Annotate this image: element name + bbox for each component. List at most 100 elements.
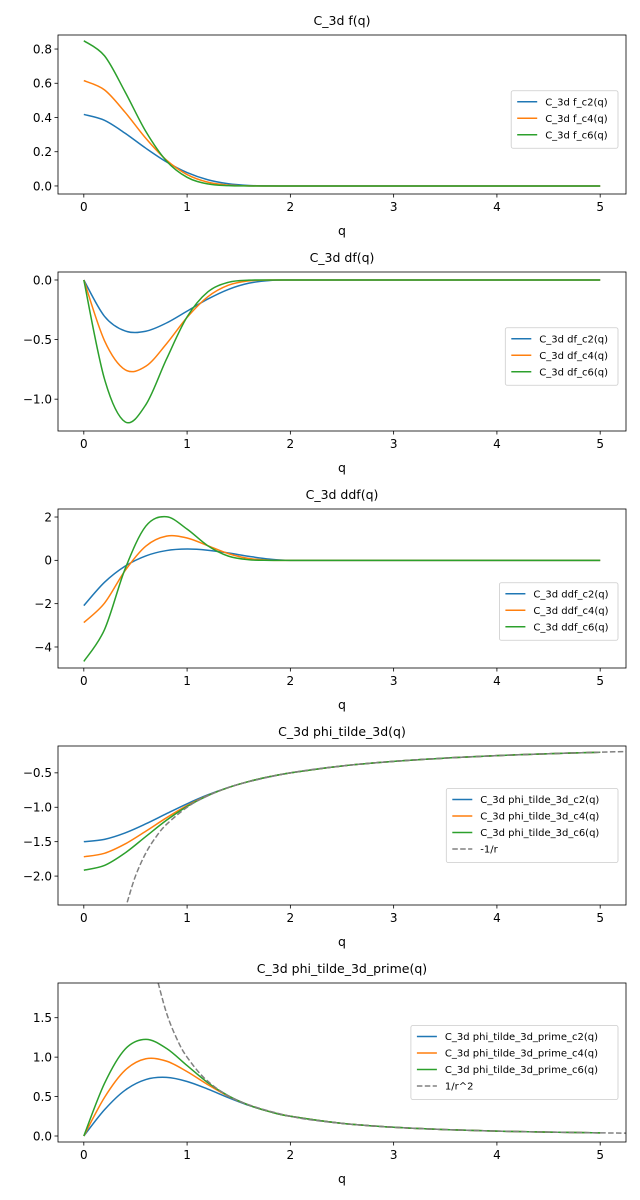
axes-frame bbox=[57, 508, 627, 669]
y-tick-label: −0.5 bbox=[23, 766, 52, 780]
legend-entry: C_3d phi_tilde_3d_prime_c4(q) bbox=[445, 1049, 598, 1060]
x-axis-label: q bbox=[338, 934, 346, 949]
legend-entry: C_3d df_c4(q) bbox=[539, 351, 608, 362]
axes-frame bbox=[57, 745, 627, 906]
legend-entry: C_3d f_c2(q) bbox=[545, 97, 608, 108]
subplot-1: C_3d f(q) 0 1 2 3 4 5 0.0 0.2 0.4 0.6 0.8 q C_3d f_c2… bbox=[33, 13, 627, 238]
legend-frame bbox=[498, 582, 619, 641]
legend-entry: -1/r bbox=[480, 845, 498, 856]
x-axis-label: q bbox=[338, 460, 346, 475]
y-tick-label: 2 bbox=[44, 510, 52, 524]
y-tick-label: −0.5 bbox=[23, 333, 52, 347]
x-axis-label: q bbox=[338, 697, 346, 712]
x-tick-label: 3 bbox=[390, 674, 398, 688]
legend-frame bbox=[504, 327, 619, 386]
y-tick-label: 0.0 bbox=[33, 1129, 52, 1143]
y-tick-label: −2.0 bbox=[23, 869, 52, 883]
x-tick-label: 3 bbox=[390, 437, 398, 451]
x-tick-label: 0 bbox=[80, 674, 88, 688]
x-tick-label: 1 bbox=[183, 437, 191, 451]
x-axis-label: q bbox=[338, 223, 346, 238]
x-tick-label: 5 bbox=[596, 200, 604, 214]
series-group bbox=[83, 515, 601, 662]
series-line-3 bbox=[83, 515, 601, 662]
x-tick-label: 4 bbox=[493, 911, 501, 925]
x-tick-label: 1 bbox=[183, 911, 191, 925]
y-tick-label: 0.0 bbox=[33, 179, 52, 193]
y-tick-label: −1.0 bbox=[23, 801, 52, 815]
x-tick-label: 2 bbox=[287, 1148, 295, 1162]
x-tick-label: 4 bbox=[493, 674, 501, 688]
x-tick-label: 0 bbox=[80, 911, 88, 925]
x-tick-label: 4 bbox=[493, 1148, 501, 1162]
y-tick-label: 0 bbox=[44, 554, 52, 568]
y-tick-label: 0.5 bbox=[33, 1090, 52, 1104]
x-tick-label: 5 bbox=[596, 437, 604, 451]
subplot-title: C_3d f(q) bbox=[314, 13, 371, 28]
subplot-3: C_3d ddf(q)0 1 2 3 4 520−2−4qC_3d ddf_c2(q)C_… bbox=[34, 487, 627, 712]
legend-frame bbox=[410, 1025, 619, 1100]
y-tick-label: −1.5 bbox=[23, 835, 52, 849]
legend-entry: C_3d phi_tilde_3d_prime_c2(q) bbox=[445, 1032, 598, 1043]
axes-frame bbox=[57, 982, 627, 1143]
x-tick-label: 3 bbox=[390, 911, 398, 925]
legend-frame bbox=[445, 788, 619, 863]
legend-entry: C_3d df_c2(q) bbox=[539, 334, 608, 345]
x-tick-label: 5 bbox=[596, 911, 604, 925]
x-axis-label: q bbox=[338, 1171, 346, 1186]
x-tick-label: 0 bbox=[80, 437, 88, 451]
x-tick-label: 1 bbox=[183, 674, 191, 688]
y-tick-label: 1.0 bbox=[33, 1050, 52, 1064]
y-tick-label: −1.0 bbox=[23, 392, 52, 406]
axes-frame bbox=[57, 271, 627, 432]
series-group bbox=[83, 279, 601, 424]
legend-entry: C_3d phi_tilde_3d_c2(q) bbox=[480, 795, 599, 806]
series-line-3 bbox=[83, 279, 601, 424]
axes-frame bbox=[57, 34, 627, 195]
legend-entry: C_3d ddf_c6(q) bbox=[533, 622, 608, 633]
legend-entry: C_3d phi_tilde_3d_c4(q) bbox=[480, 812, 599, 823]
x-tick-label: 3 bbox=[390, 1148, 398, 1162]
x-tick-label: 1 bbox=[183, 200, 191, 214]
legend-entry: C_3d ddf_c4(q) bbox=[533, 606, 608, 617]
legend-entry: C_3d phi_tilde_3d_c6(q) bbox=[480, 828, 599, 839]
x-tick-label: 3 bbox=[390, 200, 398, 214]
series-group bbox=[83, 983, 626, 1137]
series-group bbox=[83, 40, 601, 187]
legend-entry: C_3d ddf_c2(q) bbox=[533, 589, 608, 600]
x-tick-label: 2 bbox=[287, 911, 295, 925]
subplot-4: C_3d phi_tilde_3d(q) 0 1 2 3 4 5 −0.5 −1.0 −1.5 −2… bbox=[23, 724, 627, 949]
legend: C_3d phi_tilde_3d_c2(q) C_3d phi_tilde_3d… bbox=[445, 788, 619, 863]
legend: C_3d f_c2(q) C_3d f_c4(q) C_3d f_c6(q) bbox=[510, 90, 619, 149]
y-tick-label: 0.8 bbox=[33, 42, 52, 56]
series-line-3 bbox=[83, 40, 601, 187]
x-tick-label: 5 bbox=[596, 1148, 604, 1162]
x-tick-label: 0 bbox=[80, 200, 88, 214]
subplot-5: C_3d phi_tilde_3d_prime(q) 0 1 2 3 4 5 0.0 0.5 1.… bbox=[33, 961, 627, 1186]
x-tick-label: 5 bbox=[596, 674, 604, 688]
x-tick-label: 1 bbox=[183, 1148, 191, 1162]
legend-entry: C_3d f_c6(q) bbox=[545, 130, 608, 141]
legend-entry: C_3d f_c4(q) bbox=[545, 114, 608, 125]
subplot-title: C_3d ddf(q) bbox=[306, 487, 379, 502]
subplot-title: C_3d df(q) bbox=[310, 250, 375, 265]
subplot-title: C_3d phi_tilde_3d(q) bbox=[278, 724, 406, 739]
legend: C_3d df_c2(q) C_3d df_c4(q) C_3d df_c6(q) bbox=[504, 327, 619, 386]
y-tick-label: 0.6 bbox=[33, 77, 52, 91]
x-tick-label: 2 bbox=[287, 437, 295, 451]
legend: C_3d ddf_c2(q) C_3d ddf_c4(q) C_3d ddf_c6(… bbox=[498, 582, 619, 641]
x-tick-label: 0 bbox=[80, 1148, 88, 1162]
y-tick-label: 0.4 bbox=[33, 111, 52, 125]
y-tick-label: −2 bbox=[34, 597, 52, 611]
y-tick-label: −4 bbox=[34, 640, 52, 654]
legend-frame bbox=[510, 90, 619, 149]
x-tick-label: 2 bbox=[287, 674, 295, 688]
subplot-2: C_3d df(q) 0 1 2 3 4 5 0.0 −0.5 −1.0 q C_3d df_c2(q… bbox=[23, 250, 627, 475]
legend: C_3d phi_tilde_3d_prime_c2(q) C_3d phi_ti… bbox=[410, 1025, 619, 1100]
x-tick-label: 4 bbox=[493, 437, 501, 451]
x-tick-label: 4 bbox=[493, 200, 501, 214]
series-group bbox=[83, 750, 626, 903]
y-tick-label: 1.5 bbox=[33, 1011, 52, 1025]
subplot-title: C_3d phi_tilde_3d_prime(q) bbox=[257, 961, 427, 976]
